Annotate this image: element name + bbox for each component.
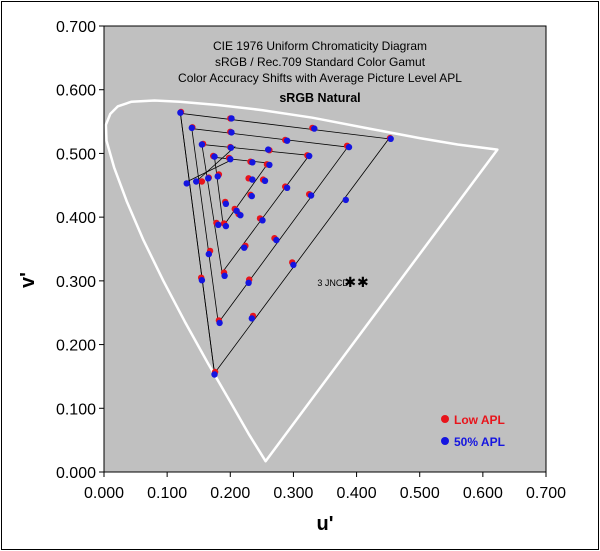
- point-50-apl-24: [283, 184, 291, 191]
- jncd-annotation: 3 JNCD: [317, 278, 349, 288]
- point-low-apl-17: [198, 178, 206, 185]
- point-50-apl-6: [228, 129, 235, 136]
- gamut-line-3: [201, 144, 310, 273]
- point-50-apl-28: [259, 217, 266, 224]
- point-50-apl-42: [211, 371, 218, 378]
- y-tick-label-2: 0.100: [56, 401, 96, 418]
- gamut-line-7: [180, 113, 215, 374]
- legend-dot-1: [441, 415, 449, 423]
- x-tick-label-5: 0.400: [337, 485, 377, 502]
- legend-label-low-apl: Low APL: [454, 413, 505, 427]
- legend-dot-2: [441, 437, 449, 445]
- point-50-apl-18: [193, 178, 200, 185]
- point-50-apl-11: [265, 146, 272, 153]
- gamut-line-2: [191, 128, 349, 324]
- y-tick-label-5: 0.400: [56, 210, 96, 227]
- chart-title-line-2: sRGB / Rec.709 Standard Color Gamut: [215, 55, 426, 69]
- gamut-line-6: [195, 146, 236, 182]
- y-tick-label-6: 0.500: [56, 146, 96, 163]
- point-50-apl-27: [233, 207, 240, 214]
- y-tick-label-4: 0.300: [56, 274, 96, 291]
- x-tick-label-8: 0.700: [526, 485, 566, 502]
- x-tick-label-4: 0.300: [273, 485, 313, 502]
- chart-subtitle: sRGB Natural: [279, 91, 360, 105]
- point-50-apl-31: [222, 222, 230, 230]
- point-50-apl-7: [283, 137, 291, 144]
- x-tick-label-7: 0.600: [463, 485, 503, 502]
- point-50-apl-5: [188, 124, 195, 132]
- point-50-apl-2: [228, 115, 235, 122]
- point-50-apl-25: [307, 192, 315, 199]
- point-50-apl-1: [177, 109, 184, 116]
- x-tick-label-3: 0.200: [210, 485, 250, 502]
- point-50-apl-36: [241, 244, 248, 251]
- point-50-apl-39: [245, 279, 252, 286]
- point-50-apl-13: [211, 153, 218, 160]
- point-50-apl-4: [387, 135, 394, 142]
- point-50-apl-21: [249, 176, 256, 183]
- point-50-apl-19: [205, 175, 212, 182]
- point-50-apl-34: [290, 261, 297, 269]
- y-tick-label-7: 0.600: [56, 83, 96, 100]
- point-50-apl-26: [342, 196, 349, 204]
- point-50-apl-37: [198, 277, 206, 284]
- point-50-apl-17: [183, 180, 190, 187]
- spectral-locus: [104, 99, 499, 463]
- point-50-apl-3: [311, 125, 318, 132]
- y-axis-label: v': [17, 272, 39, 288]
- point-50-apl-8: [345, 143, 353, 151]
- point-50-apl-15: [249, 159, 256, 166]
- point-50-apl-14: [227, 156, 234, 163]
- point-50-apl-38: [221, 272, 228, 279]
- y-tick-label-1: 0.000: [56, 465, 96, 482]
- point-50-apl-35: [205, 250, 212, 258]
- x-tick-label-2: 0.100: [147, 485, 187, 502]
- x-tick-label-6: 0.500: [400, 485, 440, 502]
- point-50-apl-32: [237, 212, 244, 219]
- jncd-marker-2: ✱: [357, 274, 369, 290]
- point-50-apl-41: [248, 315, 255, 322]
- chart-title-line-3: Color Accuracy Shifts with Average Pictu…: [178, 71, 462, 85]
- point-50-apl-12: [306, 152, 313, 160]
- point-50-apl-40: [216, 319, 223, 327]
- point-50-apl-30: [215, 221, 222, 228]
- y-tick-label-8: 0.700: [56, 19, 96, 36]
- point-50-apl-29: [222, 200, 230, 207]
- gamut-line-4: [214, 156, 269, 227]
- x-tick-label-1: 0.000: [84, 485, 124, 502]
- y-tick-label-3: 0.200: [56, 338, 96, 355]
- plot-area: [103, 25, 547, 473]
- point-50-apl-22: [261, 177, 269, 184]
- point-50-apl-9: [198, 141, 206, 148]
- point-50-apl-10: [227, 144, 235, 151]
- point-50-apl-23: [248, 192, 255, 200]
- point-50-apl-20: [214, 173, 221, 180]
- x-axis-label: u': [317, 513, 334, 535]
- chart-title-line-1: CIE 1976 Uniform Chromaticity Diagram: [213, 39, 427, 53]
- point-50-apl-16: [266, 161, 273, 169]
- jncd-marker-1: ✱: [344, 274, 356, 290]
- point-50-apl-33: [273, 236, 280, 244]
- legend-label-50-apl: 50% APL: [454, 435, 505, 449]
